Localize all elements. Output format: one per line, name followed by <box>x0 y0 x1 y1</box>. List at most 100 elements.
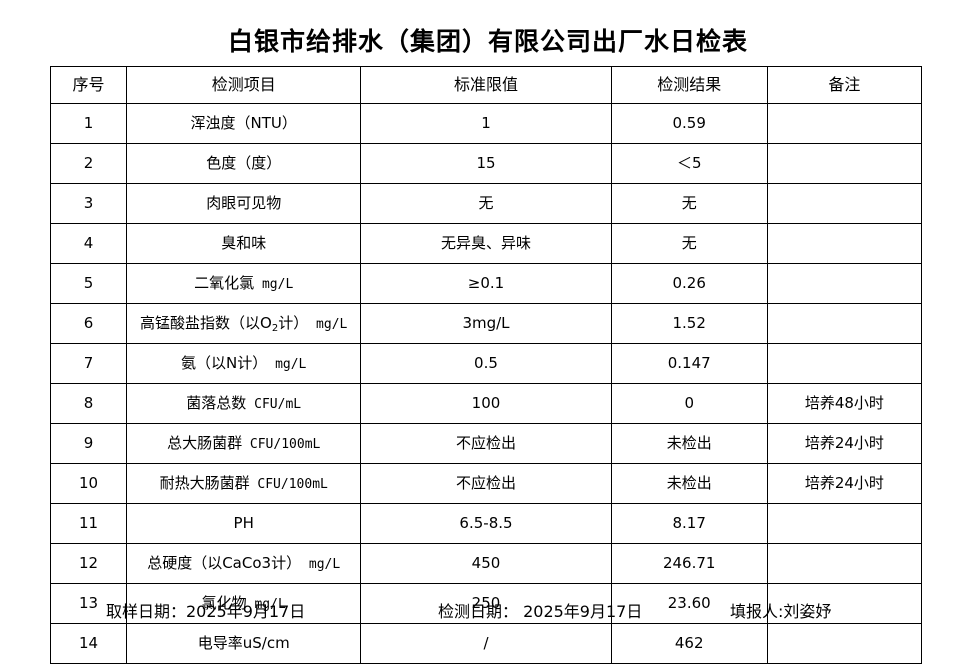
cell-remark <box>766 103 923 144</box>
table-body: 1 浑浊度（NTU） 1 0.59 2 色度（度） 15 ＜5 3 肉眼可见物无无 4 臭和味 无异臭、… <box>49 103 923 664</box>
cell-test-item-text: 氯化物 <box>201 593 247 612</box>
cell-sequence-number: 3 <box>49 183 128 224</box>
cell-sequence-number: 5 <box>49 263 128 304</box>
column-header-limit: 标准限值 <box>360 66 612 104</box>
cell-remark <box>766 543 923 584</box>
cell-standard-limit: ≥0.1 <box>360 263 612 304</box>
cell-test-item-text: 氨（以N计） <box>181 353 268 372</box>
cell-test-item-unit: CFU/100mL <box>242 436 321 452</box>
cell-standard-limit: 不应检出 <box>360 423 612 464</box>
cell-standard-limit: 不应检出 <box>360 463 612 504</box>
cell-test-item-text: 菌落总数 <box>186 393 247 412</box>
cell-test-result: 未检出 <box>610 463 768 504</box>
cell-standard-limit: 15 <box>360 143 612 184</box>
cell-standard-limit: 450 <box>360 543 612 584</box>
cell-sequence-number: 14 <box>49 623 128 664</box>
cell-sequence-number: 11 <box>49 503 128 544</box>
cell-standard-limit: / <box>360 623 612 664</box>
cell-test-item-text: PH <box>233 513 254 532</box>
cell-test-item-unit: mg/L <box>254 276 294 292</box>
cell-sequence-number: 1 <box>49 103 128 144</box>
cell-sequence-number: 2 <box>49 143 128 184</box>
cell-test-result: 无 <box>610 183 768 224</box>
cell-test-result: 462 <box>610 623 768 664</box>
cell-standard-limit: 6.5-8.5 <box>360 503 612 544</box>
page-title: 白银市给排水（集团）有限公司出厂水日检表 <box>227 27 748 56</box>
cell-test-result: 0.147 <box>610 343 768 384</box>
table-row: 6 高锰酸盐指数（以O2计） mg/L 3mg/L 1.52 <box>49 303 923 344</box>
table-row: 12 总硬度（以CaCo3计） mg/L 450 246.71 <box>49 543 923 584</box>
column-header-result: 检测结果 <box>610 66 768 104</box>
cell-standard-limit: 3mg/L <box>360 303 612 344</box>
cell-test-item-unit: mg/L <box>301 556 341 572</box>
table-row: 1 浑浊度（NTU） 1 0.59 <box>49 103 923 144</box>
cell-test-item: 臭和味 <box>126 223 362 264</box>
cell-test-item-unit: mg/L <box>246 596 286 612</box>
table-row: 9 总大肠菌群 CFU/100mL 不应检出 未检出 培养24小时 <box>49 423 923 464</box>
cell-test-result: 1.52 <box>610 303 768 344</box>
table-row: 13 氯化物 mg/L 250 23.60 <box>49 583 923 624</box>
cell-remark: 培养24小时 <box>766 423 923 464</box>
cell-remark: 培养24小时 <box>766 463 923 504</box>
cell-test-result: 246.71 <box>610 543 768 584</box>
cell-test-result: 23.60 <box>610 583 768 624</box>
cell-test-item-unit: CFU/100mL <box>249 476 328 492</box>
cell-remark <box>766 183 923 224</box>
cell-test-item: 肉眼可见物 <box>126 183 362 224</box>
cell-test-item: 色度（度） <box>126 143 362 184</box>
cell-test-result: 0.26 <box>610 263 768 304</box>
cell-test-item: 电导率uS/cm <box>126 623 362 664</box>
cell-test-item: 浑浊度（NTU） <box>126 103 362 144</box>
footer: 取样日期：2025年9月17日 检测日期： 2025年9月17日 填报人:刘姿妤 <box>50 600 922 628</box>
reporter-name: 填报人:刘姿妤 <box>730 602 832 621</box>
cell-sequence-number: 8 <box>49 383 128 424</box>
cell-test-item-text: 总大肠菌群 <box>167 433 243 452</box>
cell-test-item: 氯化物 mg/L <box>126 583 362 624</box>
cell-test-item-unit: mg/L <box>308 316 348 332</box>
cell-sequence-number: 9 <box>49 423 128 464</box>
cell-standard-limit: 250 <box>360 583 612 624</box>
cell-test-item: 总大肠菌群 CFU/100mL <box>126 423 362 464</box>
cell-test-result: 0.59 <box>610 103 768 144</box>
cell-test-item-unit: CFU/mL <box>246 396 302 412</box>
cell-sequence-number: 10 <box>49 463 128 504</box>
cell-test-item-text: 耐热大肠菌群 <box>159 473 250 492</box>
column-header-remark: 备注 <box>766 66 923 104</box>
cell-remark <box>766 343 923 384</box>
cell-test-item-text: 色度（度） <box>206 153 282 172</box>
cell-standard-limit: 100 <box>360 383 612 424</box>
cell-test-result: 无 <box>610 223 768 264</box>
cell-test-item: 二氧化氯 mg/L <box>126 263 362 304</box>
cell-test-item-text: 二氧化氯 <box>194 273 255 292</box>
testing-date: 检测日期： 2025年9月17日 <box>438 602 643 621</box>
cell-sequence-number: 13 <box>49 583 128 624</box>
sampling-date: 取样日期：2025年9月17日 <box>106 602 306 621</box>
table-row: 2 色度（度） 15 ＜5 <box>49 143 923 184</box>
cell-test-item: 高锰酸盐指数（以O2计） mg/L <box>126 303 362 344</box>
cell-test-result: 8.17 <box>610 503 768 544</box>
cell-remark <box>766 223 923 264</box>
table-header-row: 序号 检测项目 标准限值 检测结果 备注 <box>49 66 923 104</box>
column-header-item: 检测项目 <box>126 66 362 104</box>
cell-test-item-text: 电导率uS/cm <box>197 633 290 652</box>
cell-standard-limit: 无异臭、异味 <box>360 223 612 264</box>
cell-sequence-number: 4 <box>49 223 128 264</box>
table-row: 8 菌落总数 CFU/mL 100 0 培养48小时 <box>49 383 923 424</box>
cell-test-item-text: 总硬度（以CaCo3计） <box>147 553 302 572</box>
cell-test-item: 总硬度（以CaCo3计） mg/L <box>126 543 362 584</box>
table-row: 5 二氧化氯 mg/L ≥0.1 0.26 <box>49 263 923 304</box>
cell-remark <box>766 263 923 304</box>
cell-remark <box>766 623 923 664</box>
cell-test-item-text: 臭和味 <box>221 233 267 252</box>
table-row: 14 电导率uS/cm /462 <box>49 623 923 664</box>
table-row: 11 PH 6.5-8.5 8.17 <box>49 503 923 544</box>
cell-remark <box>766 503 923 544</box>
cell-test-item-text: 浑浊度（NTU） <box>190 113 297 132</box>
cell-remark: 培养48小时 <box>766 383 923 424</box>
table-row: 7 氨（以N计） mg/L 0.5 0.147 <box>49 343 923 384</box>
cell-test-item: 氨（以N计） mg/L <box>126 343 362 384</box>
cell-test-item-unit: mg/L <box>267 356 307 372</box>
cell-remark <box>766 143 923 184</box>
table-row: 10 耐热大肠菌群 CFU/100mL 不应检出 未检出 培养24小时 <box>49 463 923 504</box>
cell-test-item-text: 肉眼可见物 <box>206 193 282 212</box>
